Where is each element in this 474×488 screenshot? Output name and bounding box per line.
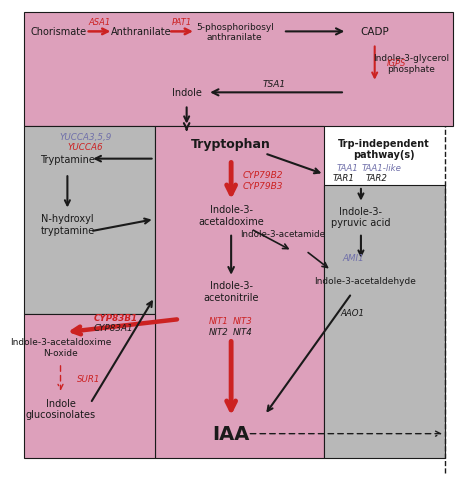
Text: TSA1: TSA1 (262, 80, 285, 89)
Text: Anthranilate: Anthranilate (110, 27, 171, 37)
Text: ASA1: ASA1 (88, 18, 110, 27)
Text: Chorismate: Chorismate (30, 27, 86, 37)
Text: TAA1-like: TAA1-like (362, 164, 401, 173)
Text: PAT1: PAT1 (172, 18, 192, 27)
Text: YUCCA6: YUCCA6 (68, 143, 103, 152)
Text: AMI1: AMI1 (343, 253, 365, 262)
Text: Indole-3-
acetonitrile: Indole-3- acetonitrile (203, 281, 259, 303)
Text: NIT3: NIT3 (233, 316, 253, 325)
Text: CADP: CADP (360, 27, 389, 37)
Text: Tryptophan: Tryptophan (191, 138, 271, 151)
Text: NIT2: NIT2 (209, 327, 228, 336)
Text: 5-phosphoribosyl
anthranilate: 5-phosphoribosyl anthranilate (196, 22, 274, 42)
Text: Indole-3-
acetaldoxime: Indole-3- acetaldoxime (198, 205, 264, 226)
Text: N-hydroxyl
tryptamine: N-hydroxyl tryptamine (40, 214, 94, 235)
Text: CYP83A1: CYP83A1 (93, 323, 133, 332)
Text: NIT1: NIT1 (209, 316, 228, 325)
Text: TAR2: TAR2 (365, 174, 387, 183)
Text: Indole-3-
pyruvic acid: Indole-3- pyruvic acid (331, 206, 391, 228)
Text: Indole-3-acetaldehyde: Indole-3-acetaldehyde (315, 276, 417, 285)
Text: Trp-independent
pathway(s): Trp-independent pathway(s) (338, 138, 430, 160)
Text: Indole
glucosinolates: Indole glucosinolates (26, 398, 96, 419)
Text: Indole-3-acetaldoxime
N-oxide: Indole-3-acetaldoxime N-oxide (10, 338, 111, 357)
Text: YUCCA3,5,9: YUCCA3,5,9 (60, 132, 112, 142)
Text: SUR1: SUR1 (77, 374, 100, 383)
Text: CYP79B2
CYP79B3: CYP79B2 CYP79B3 (243, 171, 283, 190)
Text: Tryptamine: Tryptamine (40, 154, 95, 164)
Bar (24, 13, 453, 127)
Text: NIT4: NIT4 (233, 327, 253, 336)
Text: Indole-3-glycerol
phosphate: Indole-3-glycerol phosphate (374, 54, 449, 74)
Text: Indole-3-acetamide: Indole-3-acetamide (240, 230, 326, 239)
Text: TAA1: TAA1 (336, 164, 358, 173)
Bar (155, 127, 324, 458)
Text: Indole: Indole (172, 88, 201, 98)
Bar (24, 127, 155, 315)
Text: AAO1: AAO1 (340, 308, 365, 318)
Bar (24, 315, 155, 458)
Text: CYP83B1: CYP83B1 (93, 313, 137, 323)
Text: IAA: IAA (212, 424, 250, 443)
Bar (324, 185, 445, 458)
Text: IGPS: IGPS (387, 59, 406, 67)
Text: TAR1: TAR1 (333, 174, 355, 183)
